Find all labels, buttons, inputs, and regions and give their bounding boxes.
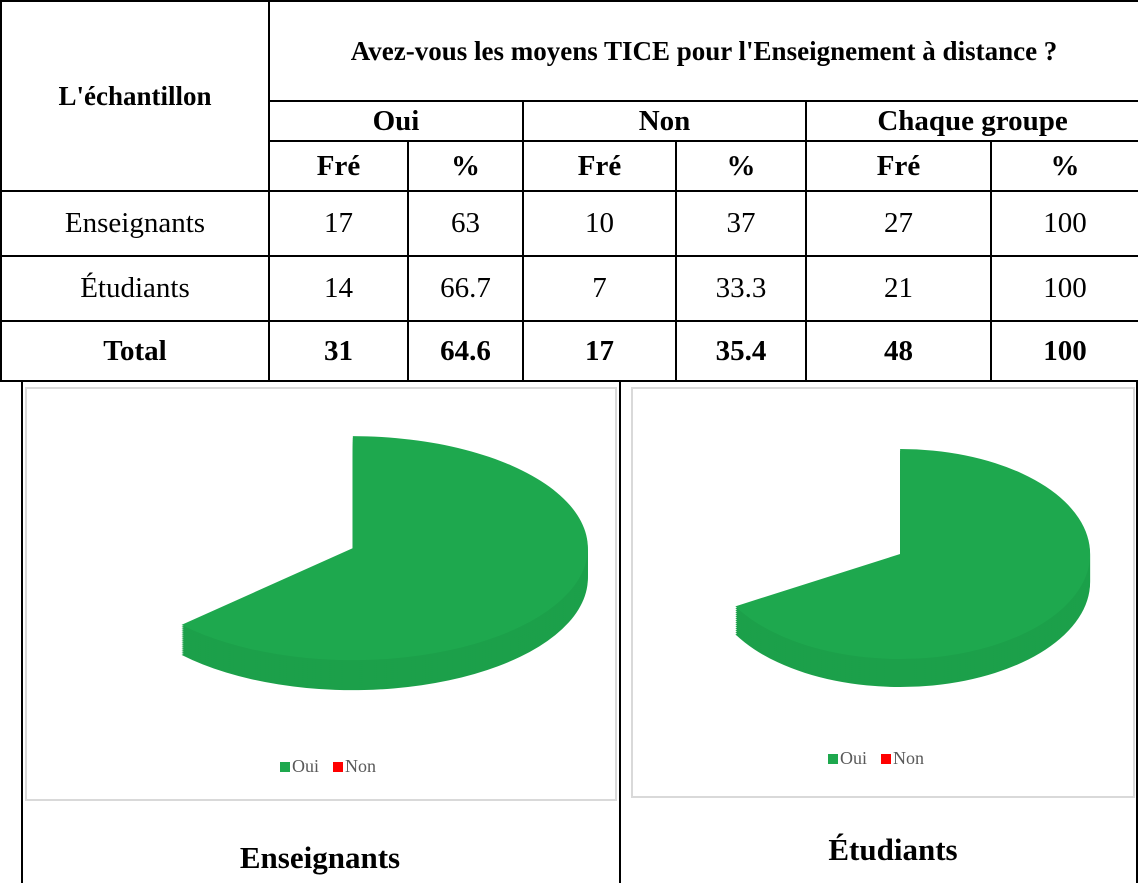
cell: 17	[522, 320, 677, 382]
sub-header: %	[675, 140, 807, 192]
cell: 63	[407, 190, 524, 257]
sub-header: %	[407, 140, 524, 192]
row-label: Enseignants	[0, 190, 270, 257]
pie-slice	[181, 436, 588, 661]
chart-caption: Enseignants	[240, 840, 400, 875]
legend-label: Non	[345, 756, 376, 776]
cell: 100	[989, 190, 1138, 257]
legend-swatch	[333, 762, 343, 772]
cell: 7	[522, 255, 677, 322]
group-header: Oui	[268, 100, 524, 142]
legend-label: Non	[893, 748, 924, 768]
pie-slice	[735, 449, 1091, 660]
cell: 35.4	[675, 320, 807, 382]
sub-header: Fré	[805, 140, 992, 192]
cell: 14	[268, 255, 409, 322]
cell: 100	[989, 320, 1138, 382]
results-table: L'échantillon Avez-vous les moyens TICE …	[0, 0, 1138, 382]
sub-header: %	[989, 140, 1138, 192]
cell: 33.3	[675, 255, 807, 322]
legend-label: Oui	[292, 756, 319, 776]
cell: 10	[522, 190, 677, 257]
sub-header: Fré	[268, 140, 409, 192]
sub-header: Fré	[522, 140, 677, 192]
legend-swatch	[881, 754, 891, 764]
legend-swatch	[280, 762, 290, 772]
row-label: Total	[0, 320, 270, 382]
cell: 17	[268, 190, 409, 257]
group-header: Chaque groupe	[804, 100, 1138, 142]
cell: 66.7	[407, 255, 524, 322]
group-header: Non	[522, 100, 807, 142]
cell: 27	[805, 190, 992, 257]
row-label: Étudiants	[0, 255, 270, 322]
legend-label: Oui	[840, 748, 867, 768]
cell: 31	[268, 320, 409, 382]
cell: 37	[675, 190, 807, 257]
cell: 64.6	[407, 320, 524, 382]
cell: 100	[989, 255, 1138, 322]
chart-caption: Étudiants	[828, 832, 957, 867]
cell: 48	[805, 320, 992, 382]
legend-swatch	[828, 754, 838, 764]
question-header: Avez-vous les moyens TICE pour l'Enseign…	[267, 0, 1138, 102]
sample-header: L'échantillon	[0, 0, 270, 192]
cell: 21	[805, 255, 992, 322]
